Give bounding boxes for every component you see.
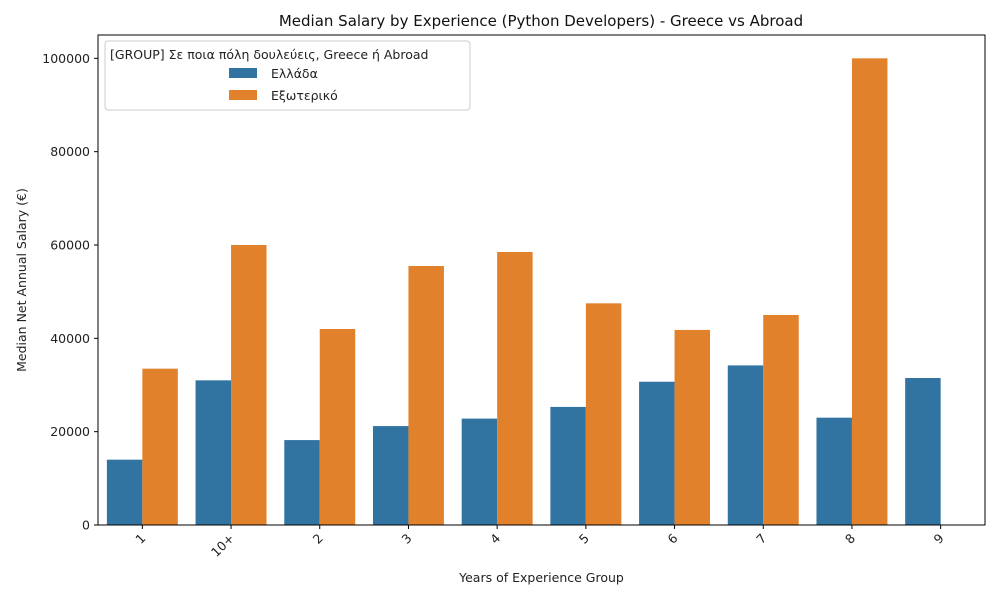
- bar-Ελλάδα-10+: [195, 380, 232, 525]
- bar-Ελλάδα-9: [905, 378, 941, 525]
- legend-swatch: [229, 90, 257, 100]
- bar-Εξωτερικό-4: [497, 252, 533, 525]
- legend-label: Εξωτερικό: [271, 88, 338, 103]
- x-axis: 1 10+ 2 3 4 5 6 7 8 9: [132, 525, 947, 560]
- bar-Εξωτερικό-2: [319, 329, 356, 525]
- chart-title: Median Salary by Experience (Python Deve…: [279, 12, 803, 30]
- x-tick-label: 3: [398, 531, 414, 547]
- bar-Εξωτερικό-3: [408, 266, 444, 525]
- x-tick-label: 6: [664, 530, 680, 546]
- bar-Ελλάδα-6: [639, 381, 675, 525]
- x-tick-label: 5: [576, 531, 592, 547]
- legend-label: Ελλάδα: [271, 66, 318, 81]
- plot-frame: [97, 34, 986, 526]
- y-axis: 0 20000 40000 60000 80000 100000: [42, 51, 98, 533]
- bar-Ελλάδα-8: [816, 417, 852, 525]
- y-tick-label: 0: [82, 518, 90, 533]
- bar-Ελλάδα-2: [284, 440, 320, 525]
- bar-Ελλάδα-7: [727, 365, 764, 525]
- x-tick-label: 9: [931, 530, 947, 546]
- bar-Ελλάδα-3: [372, 426, 409, 525]
- y-axis-title: Median Net Annual Salary (€): [14, 188, 29, 372]
- bar-Ελλάδα-1: [106, 459, 143, 525]
- bar-Ελλάδα-4: [461, 418, 498, 525]
- legend: [GROUP] Σε ποια πόλη δουλεύεις, Greece ή…: [104, 40, 471, 111]
- y-tick-label: 60000: [50, 238, 90, 253]
- y-tick-label: 20000: [50, 424, 90, 439]
- y-tick-label: 40000: [50, 331, 90, 346]
- legend-items: Ελλάδα Εξωτερικό: [229, 66, 338, 103]
- x-tick-label: 7: [753, 531, 769, 547]
- x-tick-label: 8: [842, 530, 858, 546]
- bar-Εξωτερικό-6: [674, 329, 711, 525]
- y-tick-label: 100000: [42, 51, 90, 66]
- bar-Εξωτερικό-8: [851, 58, 888, 525]
- legend-title: [GROUP] Σε ποια πόλη δουλεύεις, Greece ή…: [110, 47, 428, 62]
- bar-Εξωτερικό-7: [763, 315, 799, 525]
- legend-box: [104, 40, 471, 111]
- x-tick-label: 2: [310, 531, 326, 547]
- y-tick-label: 80000: [50, 144, 90, 159]
- bars-group: [106, 58, 941, 525]
- bar-Ελλάδα-5: [550, 406, 586, 525]
- bar-Εξωτερικό-1: [142, 368, 178, 525]
- x-tick-label: 1: [132, 531, 148, 547]
- legend-swatch: [229, 68, 257, 78]
- bar-Εξωτερικό-10+: [231, 245, 267, 525]
- x-tick-label: 4: [487, 530, 503, 546]
- bar-Εξωτερικό-5: [585, 303, 622, 525]
- x-axis-title: Years of Experience Group: [458, 570, 624, 585]
- x-tick-label: 10+: [208, 531, 237, 560]
